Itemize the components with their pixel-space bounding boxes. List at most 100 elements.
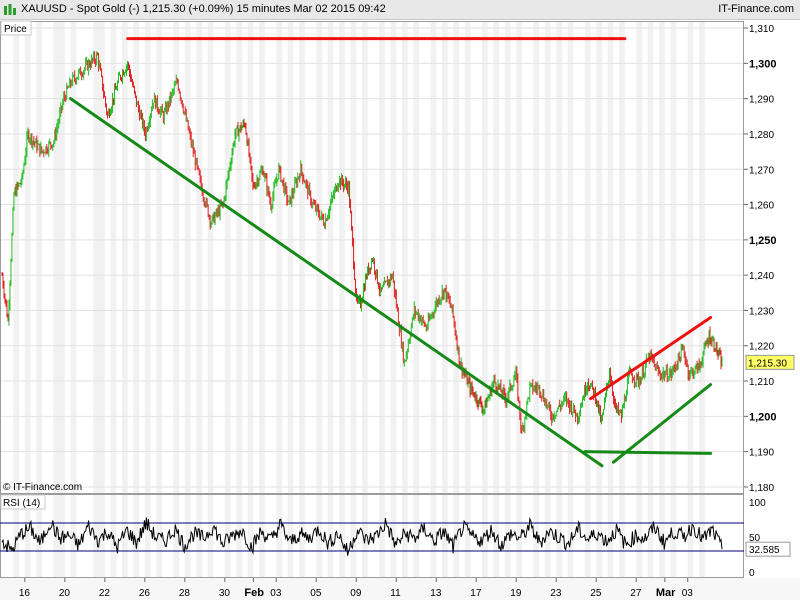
session-band	[379, 21, 385, 578]
session-band	[567, 21, 574, 578]
bar-chart-icon	[3, 3, 17, 21]
trendline-downtrend	[69, 97, 604, 468]
session-band	[247, 21, 254, 578]
session-band	[327, 21, 334, 578]
trendline-horizontal-support	[583, 450, 713, 455]
price-tick-label: 1,270	[749, 165, 774, 176]
session-band	[93, 21, 100, 578]
session-band	[493, 21, 500, 578]
session-band	[156, 21, 162, 578]
session-band	[59, 21, 65, 578]
session-band	[36, 21, 42, 578]
price-tick-label: 1,190	[749, 448, 774, 459]
brand-label: IT-Finance.com	[718, 3, 794, 15]
session-band	[122, 21, 128, 578]
session-band	[596, 21, 602, 578]
session-band	[544, 21, 551, 578]
session-band	[259, 21, 265, 578]
session-band	[110, 21, 117, 578]
rsi-panel-label-box	[0, 494, 46, 510]
session-band	[482, 21, 488, 578]
session-band	[99, 21, 105, 578]
rsi-line	[1, 516, 723, 556]
x-tick-label: 30	[219, 588, 231, 599]
session-band	[430, 21, 437, 578]
session-band	[236, 21, 242, 578]
chart-title: XAUUSD - Spot Gold (-) 1,215.30 (+0.09%)…	[21, 3, 386, 15]
x-tick-label: 05	[310, 588, 322, 599]
price-tick-label: 1,180	[749, 483, 774, 494]
rsi-tick-label: 50	[749, 533, 761, 544]
session-band	[13, 21, 20, 578]
price-tick-label: 1,230	[749, 306, 774, 317]
x-tick-label: 28	[179, 588, 191, 599]
session-band	[390, 21, 397, 578]
x-tick-label: 25	[590, 588, 602, 599]
price-frame	[0, 21, 744, 494]
session-band	[670, 21, 677, 578]
session-band	[173, 21, 180, 578]
session-band	[504, 21, 511, 578]
session-band	[619, 21, 625, 578]
x-tick-label: 03	[682, 588, 694, 599]
x-tick-label: Feb	[244, 587, 264, 599]
rsi-tick-label: 0	[749, 568, 755, 579]
last-price-label: 1,215.30	[748, 358, 787, 369]
watermark: © IT-Finance.com	[3, 482, 82, 493]
session-band	[584, 21, 591, 578]
session-band	[362, 21, 368, 578]
session-band	[316, 21, 322, 578]
x-tick-label: 09	[350, 588, 362, 599]
session-band	[339, 21, 345, 578]
x-tick-label: 13	[430, 588, 442, 599]
price-tick-label: 1,290	[749, 95, 774, 106]
session-band	[276, 21, 282, 578]
price-panel-label-box	[0, 20, 32, 36]
session-band	[699, 21, 705, 578]
trendline-rising-resistance	[589, 316, 713, 401]
session-band	[687, 21, 694, 578]
price-tick-label: 1,300	[749, 58, 777, 70]
session-band	[207, 21, 214, 578]
session-band	[442, 21, 448, 578]
session-band	[24, 21, 31, 578]
x-tick-label: 27	[630, 588, 642, 599]
x-tick-label: 17	[470, 588, 482, 599]
session-band	[133, 21, 140, 578]
session-band	[224, 21, 231, 578]
title-bar: XAUUSD - Spot Gold (-) 1,215.30 (+0.09%)…	[0, 0, 800, 20]
price-tick-label: 1,220	[749, 342, 774, 353]
price-tick-label: 1,260	[749, 201, 774, 212]
session-band	[453, 21, 460, 578]
rsi-tick-label: 100	[749, 498, 766, 509]
x-tick-label: 26	[139, 588, 151, 599]
session-band	[350, 21, 357, 578]
x-tick-label: 20	[59, 588, 71, 599]
session-band	[464, 21, 471, 578]
session-band	[607, 21, 614, 578]
x-axis-strip	[0, 578, 800, 600]
x-tick-label: 22	[99, 588, 111, 599]
session-band	[184, 21, 191, 578]
session-band	[647, 21, 654, 578]
session-band	[144, 21, 151, 578]
last-price-badge	[745, 354, 795, 370]
price-tick-label: 1,240	[749, 271, 774, 282]
session-band	[402, 21, 408, 578]
session-band	[196, 21, 202, 578]
session-band	[70, 21, 77, 578]
price-tick-label: 1,310	[749, 24, 774, 35]
session-band	[636, 21, 642, 578]
x-tick-label: Mar	[656, 587, 676, 599]
x-tick-label: 16	[19, 588, 31, 599]
y-axis-strip	[744, 21, 800, 578]
rsi-panel-label: RSI (14)	[3, 498, 40, 509]
price-tick-label: 1,210	[749, 377, 774, 388]
price-tick-label: 1,250	[749, 235, 777, 247]
price-tick-label: 1,200	[749, 411, 777, 423]
x-tick-label: 19	[510, 588, 522, 599]
session-band	[299, 21, 305, 578]
session-band	[287, 21, 294, 578]
trendline-rising-support	[611, 383, 713, 464]
